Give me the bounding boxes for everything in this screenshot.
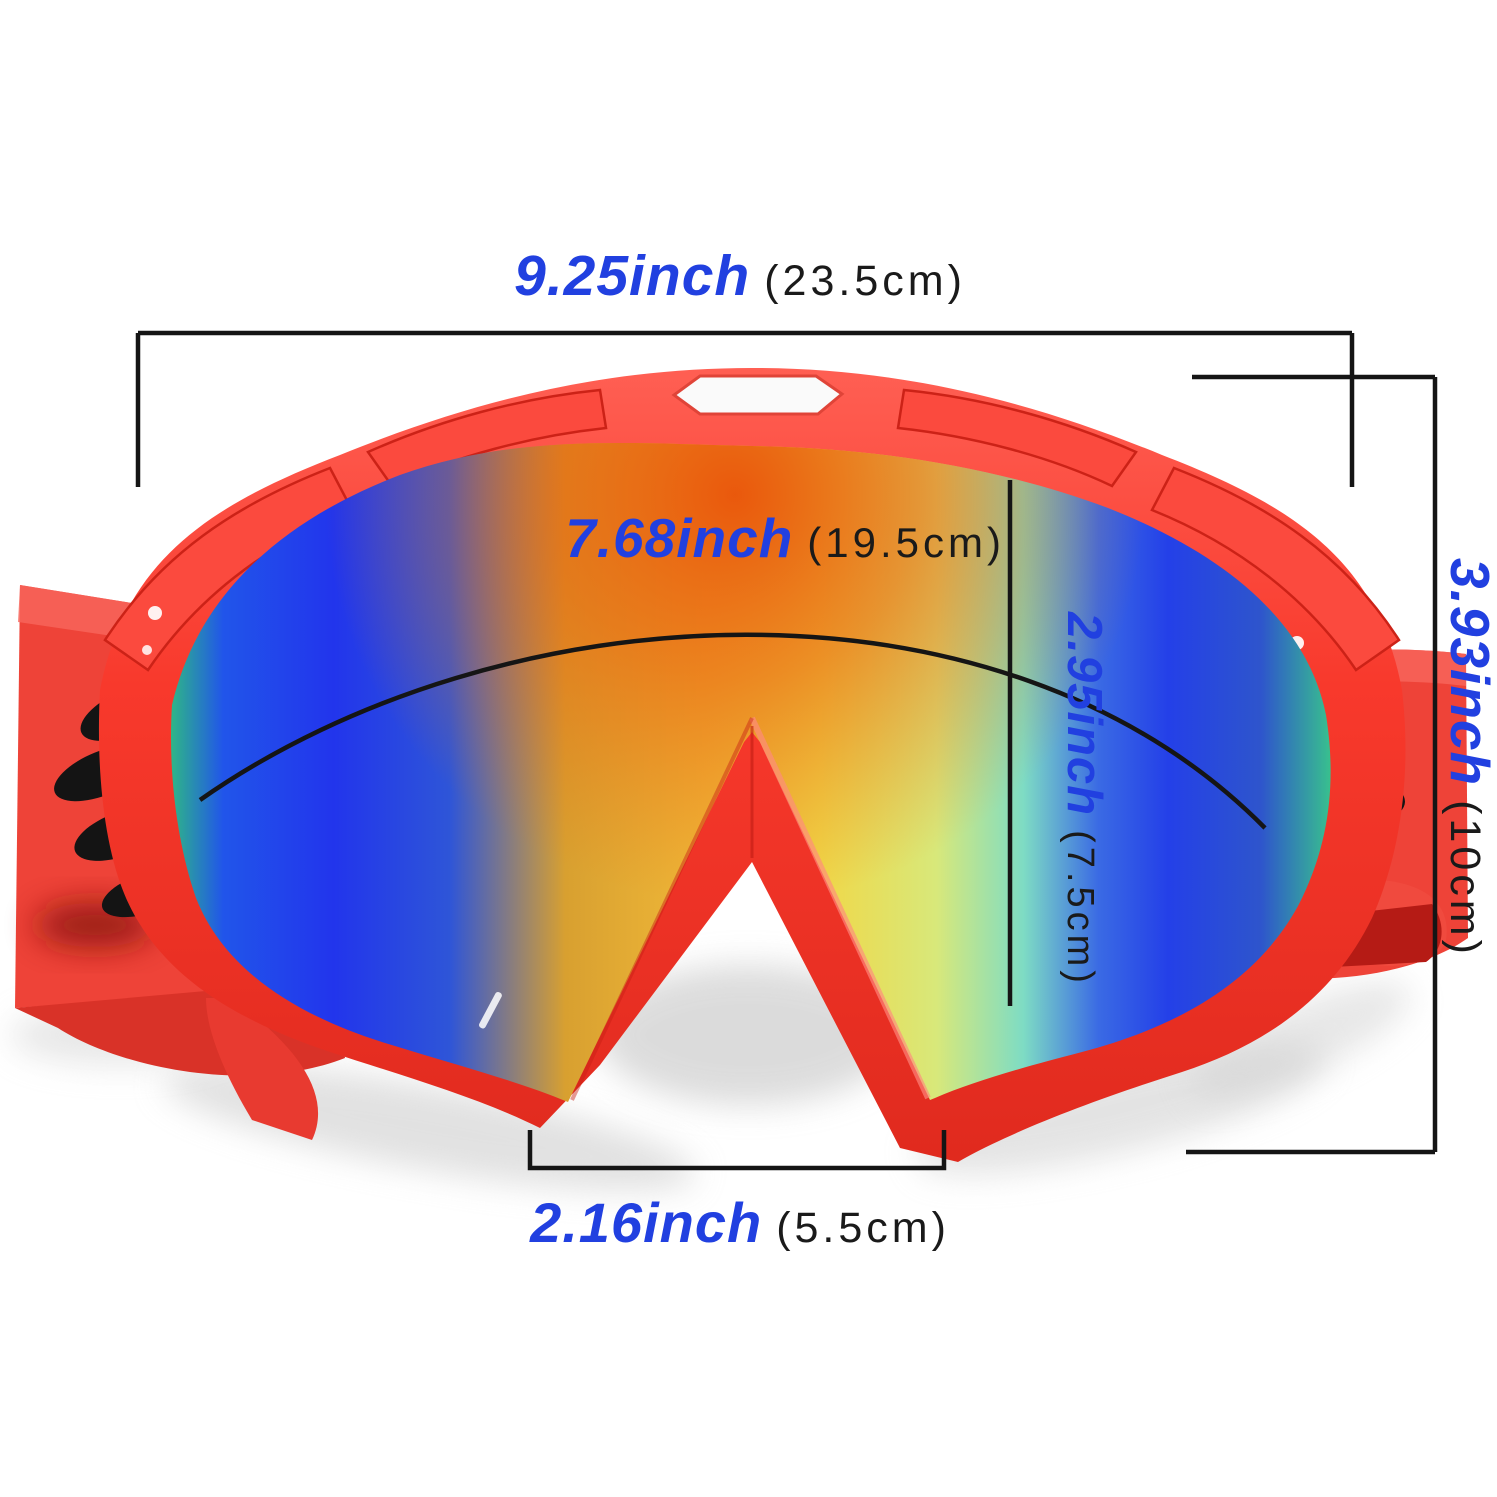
lens-height-value: 2.95inch: [1057, 612, 1111, 817]
lens-width-metric: (19.5cm): [807, 519, 1005, 566]
top-center-clip: [671, 374, 845, 416]
overall-width-metric: (23.5cm): [764, 257, 966, 305]
nose-width-label: 2.16inch (5.5cm): [240, 1190, 1240, 1255]
goggle-lens: [171, 442, 1331, 1102]
nose-width-bracket: [527, 1130, 947, 1171]
overall-height-metric: (10cm): [1441, 800, 1489, 958]
left-outer-vent-fin: [103, 466, 354, 672]
overall-width-value: 9.25inch: [514, 244, 751, 308]
right-outer-vent-fin: [1150, 466, 1401, 672]
lens-width-label: 7.68inch (19.5cm): [300, 506, 1005, 570]
overall-height-label: 3.93inch (10cm): [1438, 558, 1497, 958]
lens-height-metric: (7.5cm): [1059, 830, 1101, 987]
lens-height-label: 2.95inch (7.5cm): [1056, 612, 1112, 987]
nose-bridge: [570, 716, 931, 1101]
nose-width-metric: (5.5cm): [776, 1204, 950, 1252]
overall-width-label: 9.25inch (23.5cm): [240, 243, 1240, 309]
lens-width-arc: [198, 632, 1267, 830]
lens-width-value: 7.68inch: [565, 507, 794, 569]
right-inner-vent-fin: [896, 388, 1138, 488]
dimension-lines: [135, 330, 1438, 1171]
overall-height-value: 3.93inch: [1439, 558, 1497, 787]
nose-width-value: 2.16inch: [530, 1191, 763, 1254]
